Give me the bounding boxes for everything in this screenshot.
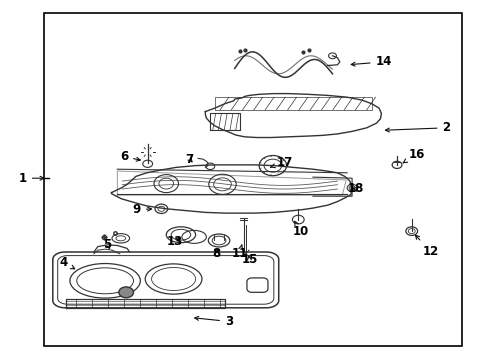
Text: 13: 13 [166,235,183,248]
Text: 7: 7 [185,153,193,166]
Text: 1: 1 [19,172,44,185]
Text: 11: 11 [231,244,247,260]
Text: 18: 18 [347,183,364,195]
Text: 12: 12 [415,235,438,258]
Text: 9: 9 [132,203,151,216]
Text: 6: 6 [120,150,140,163]
Text: 4: 4 [60,256,75,269]
Text: 17: 17 [270,156,292,169]
Bar [44,13,461,346]
Text: 15: 15 [241,253,257,266]
Text: 10: 10 [292,221,308,238]
Text: 5: 5 [103,238,111,251]
Text: 16: 16 [402,148,424,163]
Circle shape [119,287,133,298]
Text: 14: 14 [350,55,391,68]
Text: 8: 8 [212,247,220,260]
Text: 2: 2 [385,121,450,134]
Text: 3: 3 [194,315,233,328]
